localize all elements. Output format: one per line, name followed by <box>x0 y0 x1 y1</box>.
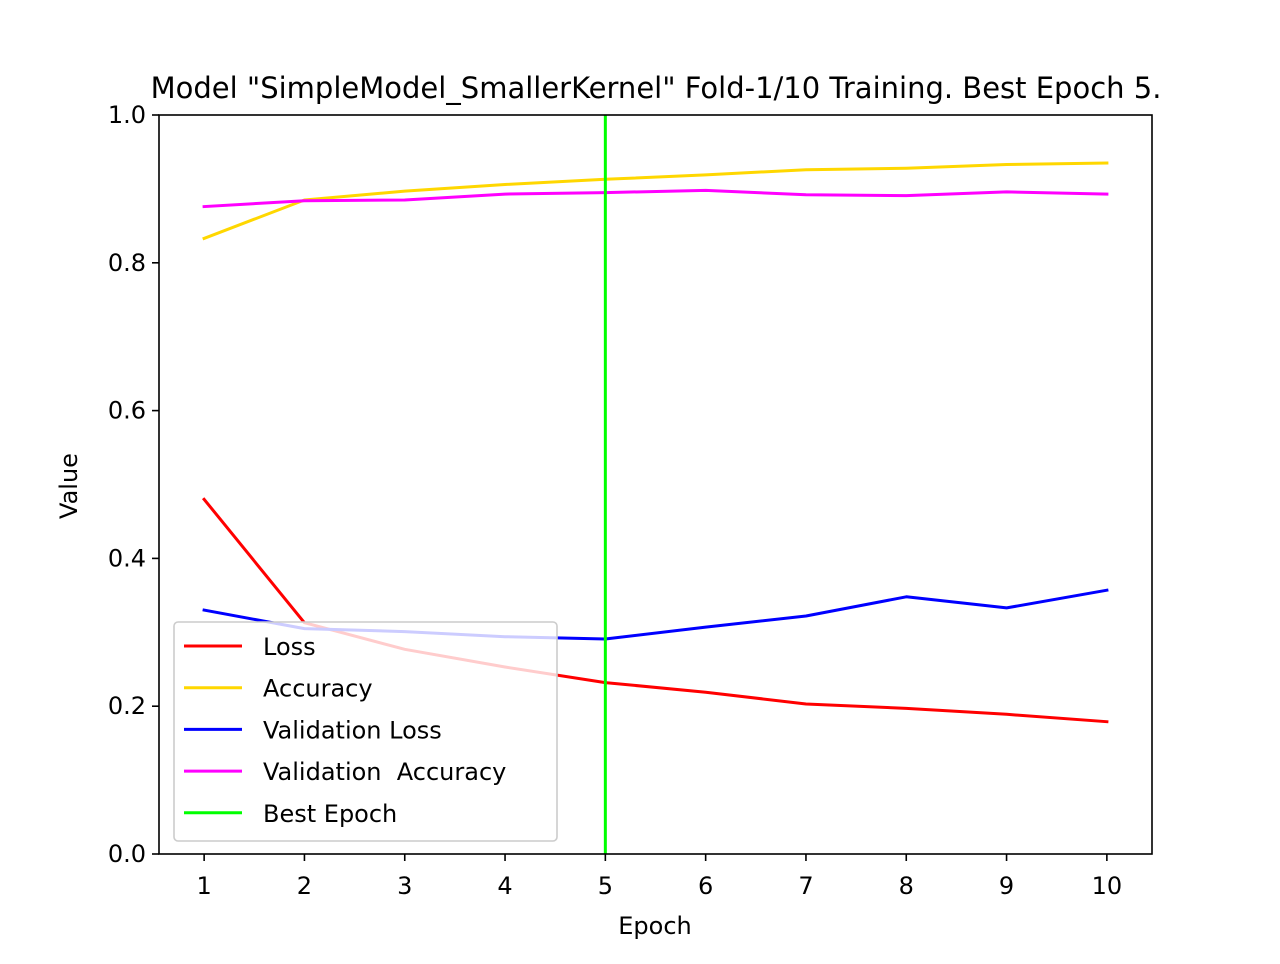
y-tick-label: 0.0 <box>108 840 146 868</box>
axes: 1 2 3 4 5 6 7 8 9 10 0.0 0.2 0.4 0.6 0.8 1.0 <box>108 101 1153 900</box>
series-line-1 <box>202 161 1109 241</box>
x-tick-label: 8 <box>899 872 914 900</box>
legend-label-3: Validation Accuracy <box>263 758 506 786</box>
legend-label-4: Best Epoch <box>263 800 397 828</box>
chart-title: Model "SimpleModel_SmallerKernel" Fold-1… <box>151 71 1162 105</box>
x-tick-label: 10 <box>1092 872 1123 900</box>
y-tick-label: 0.6 <box>108 397 146 425</box>
legend-box <box>173 621 558 842</box>
x-tick-label: 9 <box>999 872 1014 900</box>
x-tick-label: 2 <box>297 872 312 900</box>
legend-label-0: Loss <box>263 633 316 661</box>
axes-frame <box>158 114 1153 855</box>
x-tick-label: 7 <box>798 872 813 900</box>
x-tick-label: 1 <box>196 872 211 900</box>
y-tick-label: 0.8 <box>108 249 146 277</box>
x-axis-label: Epoch <box>618 912 692 940</box>
y-axis-label: Value <box>55 453 83 519</box>
legend-label-1: Accuracy <box>263 675 373 703</box>
x-tick-label: 5 <box>598 872 613 900</box>
y-tick-label: 0.2 <box>108 692 146 720</box>
x-tick-label: 3 <box>397 872 412 900</box>
y-tick-label: 0.4 <box>108 544 146 572</box>
x-tick-label: 6 <box>698 872 713 900</box>
y-tick-label: 1.0 <box>108 101 146 129</box>
x-tick-label: 4 <box>497 872 512 900</box>
series-line-3 <box>202 188 1109 209</box>
legend: Loss Accuracy Validation Loss Validation Ac… <box>173 621 558 842</box>
legend-label-2: Validation Loss <box>263 716 442 744</box>
